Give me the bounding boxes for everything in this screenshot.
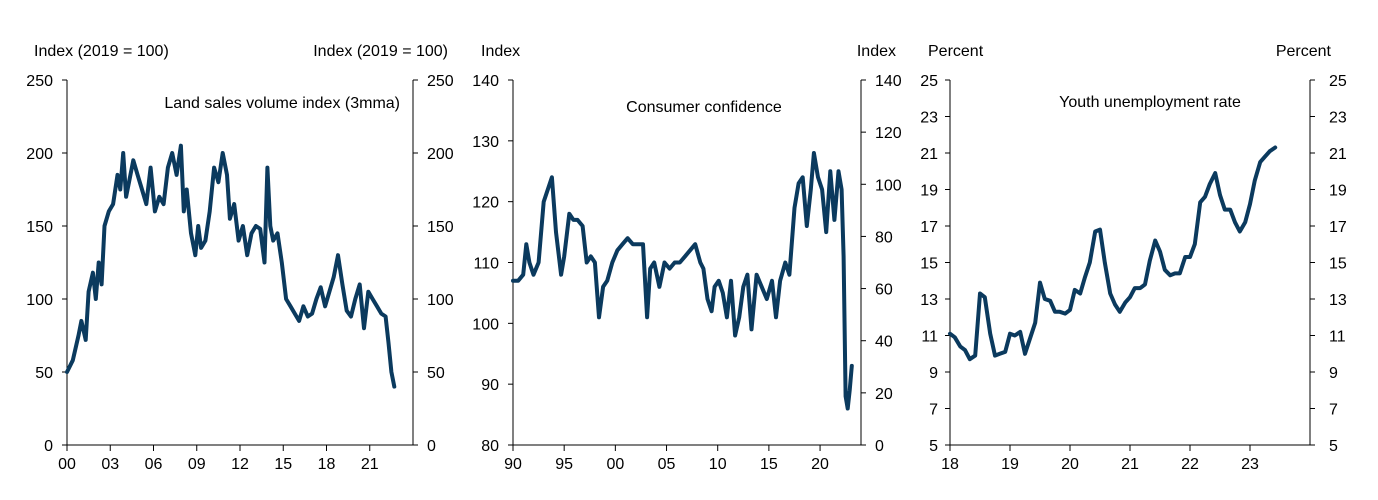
land-left-ticks: 0 50 100 150 200 250 (26, 73, 67, 455)
yu-left-tick-label: 21 (920, 146, 938, 163)
consumer-confidence-series-line (511, 151, 854, 411)
land-left-tick-label: 0 (44, 438, 53, 455)
yu-left-tick-label: 5 (929, 438, 938, 455)
cc-right-tick-label: 100 (875, 177, 902, 194)
land-right-tick-label: 150 (427, 219, 454, 236)
panel-land-sales: Index (2019 = 100) Index (2019 = 100) La… (26, 43, 454, 473)
land-right-tick-label: 100 (427, 292, 454, 309)
cc-right-tick-label: 0 (875, 438, 884, 455)
yu-right-tick-label: 13 (1329, 292, 1347, 309)
yu-left-tick-label: 11 (921, 329, 938, 346)
yu-x-tick-label: 21 (1121, 456, 1139, 473)
land-right-ticks: 0 50 100 150 200 250 (413, 73, 454, 455)
yu-left-tick-label: 7 (929, 402, 938, 419)
cc-left-tick-label: 80 (481, 438, 499, 455)
land-left-tick-label: 50 (35, 365, 53, 382)
yu-left-tick-label: 25 (920, 73, 938, 90)
yu-left-tick-label: 19 (920, 183, 938, 200)
yu-right-tick-label: 23 (1329, 110, 1347, 127)
cc-left-tick-label: 140 (472, 73, 499, 90)
cc-x-tick-label: 05 (658, 456, 676, 473)
cc-left-unit: Index (481, 43, 520, 60)
land-x-tick-label: 03 (101, 456, 119, 473)
land-left-tick-label: 200 (26, 146, 53, 163)
land-x-tick-label: 00 (58, 456, 76, 473)
yu-x-ticks: 18 19 20 21 22 23 (941, 445, 1259, 473)
yu-right-tick-label: 21 (1329, 146, 1347, 163)
cc-x-tick-label: 10 (709, 456, 727, 473)
cc-x-tick-label: 00 (606, 456, 624, 473)
yu-right-tick-label: 19 (1329, 183, 1347, 200)
yu-left-tick-label: 17 (920, 219, 938, 236)
yu-right-tick-label: 9 (1329, 365, 1338, 382)
cc-x-tick-label: 20 (811, 456, 829, 473)
yu-right-tick-label: 15 (1329, 256, 1347, 273)
yu-left-tick-label: 23 (920, 110, 938, 127)
land-x-tick-label: 09 (188, 456, 206, 473)
cc-left-tick-label: 90 (481, 377, 499, 394)
yu-x-tick-label: 23 (1241, 456, 1259, 473)
yu-right-ticks: 5 7 9 11 13 15 17 19 21 23 25 (1310, 73, 1347, 455)
yu-chart-title: Youth unemployment rate (1059, 94, 1241, 111)
yu-right-tick-label: 11 (1329, 329, 1346, 346)
land-left-tick-label: 250 (26, 73, 53, 90)
yu-left-tick-label: 13 (920, 292, 938, 309)
yu-right-tick-label: 5 (1329, 438, 1338, 455)
yu-right-tick-label: 17 (1329, 219, 1347, 236)
cc-left-tick-label: 100 (472, 316, 499, 333)
cc-x-tick-label: 15 (760, 456, 778, 473)
land-x-tick-label: 12 (231, 456, 249, 473)
cc-chart-title: Consumer confidence (626, 99, 782, 116)
land-right-unit: Index (2019 = 100) (313, 43, 448, 60)
yu-x-tick-label: 19 (1001, 456, 1019, 473)
land-left-tick-label: 100 (26, 292, 53, 309)
land-right-tick-label: 200 (427, 146, 454, 163)
yu-left-unit: Percent (928, 43, 984, 60)
land-left-tick-label: 150 (26, 219, 53, 236)
yu-left-tick-label: 15 (920, 256, 938, 273)
cc-x-tick-label: 90 (504, 456, 522, 473)
land-x-tick-label: 18 (318, 456, 336, 473)
youth-unemployment-series-line (948, 145, 1278, 362)
yu-left-ticks: 5 7 9 11 13 15 17 19 21 23 25 (920, 73, 950, 455)
cc-x-tick-label: 95 (555, 456, 573, 473)
cc-right-tick-label: 80 (875, 229, 893, 246)
land-x-tick-label: 15 (274, 456, 292, 473)
yu-x-tick-label: 20 (1061, 456, 1079, 473)
cc-left-tick-label: 130 (472, 134, 499, 151)
cc-right-tick-label: 120 (875, 125, 902, 142)
yu-right-unit: Percent (1276, 43, 1332, 60)
land-chart-title: Land sales volume index (3mma) (164, 95, 400, 112)
cc-right-tick-label: 40 (875, 334, 893, 351)
yu-right-tick-label: 7 (1329, 402, 1338, 419)
cc-right-tick-label: 20 (875, 386, 893, 403)
cc-right-ticks: 0 20 40 60 80 100 120 140 (861, 73, 902, 455)
land-right-tick-label: 0 (427, 438, 436, 455)
land-right-tick-label: 50 (427, 365, 445, 382)
yu-left-tick-label: 9 (929, 365, 938, 382)
cc-x-ticks: 90 95 00 05 10 15 20 (504, 445, 829, 473)
yu-right-tick-label: 25 (1329, 73, 1347, 90)
land-x-ticks: 00 03 06 09 12 15 18 21 (58, 445, 379, 473)
yu-x-tick-label: 18 (941, 456, 959, 473)
panel-youth-unemployment: Percent Percent Youth unemployment rate … (920, 43, 1347, 473)
cc-right-tick-label: 60 (875, 282, 893, 299)
land-x-tick-label: 06 (145, 456, 163, 473)
cc-right-unit: Index (857, 43, 896, 60)
cc-left-tick-label: 110 (473, 256, 499, 273)
land-x-tick-label: 21 (361, 456, 379, 473)
land-sales-series-line (65, 143, 397, 389)
yu-x-tick-label: 22 (1181, 456, 1199, 473)
cc-left-tick-label: 120 (472, 195, 499, 212)
land-left-unit: Index (2019 = 100) (34, 43, 169, 60)
cc-left-ticks: 80 90 100 110 120 130 140 (472, 73, 513, 455)
land-right-tick-label: 250 (427, 73, 454, 90)
cc-right-tick-label: 140 (875, 73, 902, 90)
panel-consumer-confidence: Index Index Consumer confidence 80901001… (472, 43, 902, 473)
